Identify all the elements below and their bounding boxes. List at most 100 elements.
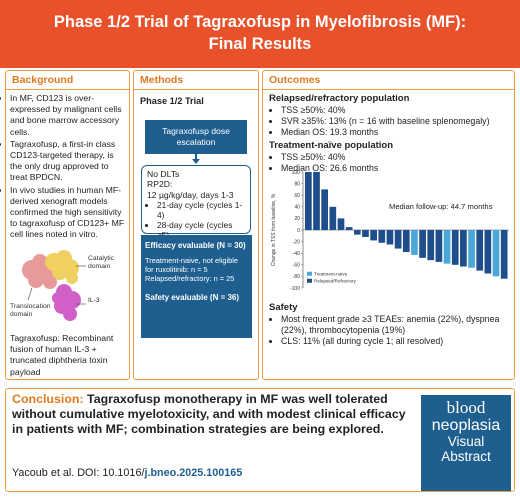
background-bullets: In MF, CD123 is over-expressed by malign… bbox=[6, 90, 129, 241]
blood-neoplasia-logo: blood neoplasia Visual Abstract bbox=[421, 395, 511, 491]
y-tick-label: -80 bbox=[293, 274, 300, 280]
waterfall-bar bbox=[419, 230, 426, 258]
background-panel: Background In MF, CD123 is over-expresse… bbox=[5, 70, 130, 380]
outcomes-body: Relapsed/refractory population TSS ≥50%:… bbox=[263, 90, 514, 174]
tn-heading: Treatment-naïve population bbox=[269, 140, 394, 151]
rr-bullets: TSS ≥50%: 40% SVR ≥35%: 13% (n = 16 with… bbox=[269, 105, 508, 138]
y-tick-label: 20 bbox=[294, 216, 300, 222]
safety-evaluable-title: Safety evaluable (N = 36) bbox=[145, 293, 240, 302]
waterfall-bar bbox=[402, 230, 410, 253]
methods-subheading: Phase 1/2 Trial bbox=[140, 96, 204, 106]
safety-bullet: Most frequent grade ≥3 TEAEs: anemia (22… bbox=[281, 314, 514, 336]
rp2d-dose: 12 µg/kg/day, days 1-3 bbox=[147, 189, 234, 200]
y-tick-label: -20 bbox=[293, 239, 300, 245]
waterfall-bar bbox=[345, 227, 353, 230]
methods-panel: Methods Phase 1/2 Trial Tagraxofusp dose… bbox=[133, 70, 259, 380]
rr-heading: Relapsed/refractory population bbox=[269, 93, 410, 104]
safety-section: Safety Most frequent grade ≥3 TEAEs: ane… bbox=[263, 299, 520, 347]
logo-blood: blood bbox=[446, 398, 486, 417]
waterfall-bar bbox=[468, 230, 475, 268]
y-tick-label: 0 bbox=[297, 228, 300, 234]
waterfall-bar bbox=[329, 206, 337, 230]
y-tick-label: 100 bbox=[292, 170, 301, 176]
y-axis-label: Change in TSS from baseline, % bbox=[271, 193, 277, 266]
header-banner: Phase 1/2 Trial of Tagraxofusp in Myelof… bbox=[0, 0, 520, 68]
translocation-domain-label: Translocation domain bbox=[10, 303, 51, 318]
tss-waterfall-chart: Change in TSS from baseline, % 100 80 60 40 2… bbox=[271, 170, 509, 292]
waterfall-bar bbox=[313, 172, 320, 230]
legend-label: Relapsed/Refractory bbox=[314, 279, 357, 284]
median-follow-up-annotation: Median follow-up: 44.7 months bbox=[389, 202, 493, 211]
outcomes-panel: Outcomes Relapsed/refractory population … bbox=[262, 70, 515, 380]
rp2d-cycle-item: 21-day cycle (cycles 1-4) bbox=[157, 200, 245, 220]
y-tick-label: 60 bbox=[294, 193, 300, 199]
efficacy-treatment-naive: Treatment-naive, not eligible for ruxoli… bbox=[145, 256, 238, 274]
rp2d-label: RP2D: bbox=[147, 179, 173, 190]
efficacy-relapsed: Relapsed/refractory: n = 25 bbox=[145, 274, 235, 283]
y-tick-label: -40 bbox=[293, 251, 300, 257]
conclusion-text-block: Conclusion: Tagraxofusp monotherapy in M… bbox=[12, 392, 412, 438]
tagraxofusp-molecule-illustration bbox=[22, 250, 86, 321]
methods-heading: Methods bbox=[134, 71, 258, 90]
waterfall-bar bbox=[362, 230, 369, 237]
logo-neoplasia: neoplasia bbox=[431, 417, 501, 434]
title-line-2: Final Results bbox=[208, 35, 312, 53]
efficacy-box: Efficacy evaluable (N = 30) Treatment-na… bbox=[141, 235, 252, 338]
rr-bullet: SVR ≥35%: 13% (n = 16 with baseline sple… bbox=[281, 116, 508, 127]
y-tick-label: 40 bbox=[294, 205, 300, 211]
rr-bullet: TSS ≥50%: 40% bbox=[281, 105, 508, 116]
rp2d-no-dlts: No DLTs bbox=[147, 169, 180, 179]
waterfall-bar bbox=[394, 230, 402, 249]
logo-abstract: Abstract bbox=[441, 449, 491, 464]
tn-bullets: TSS ≥50%: 40% Median OS: 26.6 months bbox=[269, 152, 508, 174]
safety-bullets: Most frequent grade ≥3 TEAEs: anemia (22… bbox=[269, 314, 514, 347]
background-heading: Background bbox=[6, 71, 129, 90]
background-footnote: Tagraxofusp: Recombinant fusion of human… bbox=[10, 333, 114, 377]
waterfall-bar bbox=[451, 230, 459, 265]
waterfall-bar bbox=[500, 230, 508, 279]
tn-bullet: Median OS: 26.6 months bbox=[281, 163, 508, 174]
waterfall-bar bbox=[460, 230, 467, 267]
background-bullet: Tagraxofusp, a first-in class CD123-targ… bbox=[10, 139, 125, 184]
waterfall-bar bbox=[443, 230, 451, 264]
flow-arrow-head bbox=[192, 159, 200, 164]
waterfall-bar bbox=[435, 230, 443, 262]
conclusion-label: Conclusion: bbox=[12, 392, 84, 406]
safety-bullet: CLS: 11% (all during cycle 1; all resolv… bbox=[281, 336, 514, 347]
background-bullet: In vivo studies in human MF-derived xeno… bbox=[10, 185, 125, 241]
flow-arrow-line bbox=[195, 154, 197, 160]
waterfall-bar bbox=[492, 230, 500, 277]
waterfall-bar bbox=[321, 189, 329, 230]
citation-doi-link[interactable]: j.bneo.2025.100165 bbox=[144, 467, 243, 479]
dose-escalation-label: Tagraxofusp dose escalation bbox=[162, 126, 230, 147]
dose-escalation-box: Tagraxofusp dose escalation bbox=[145, 120, 247, 154]
y-tick-label: -100 bbox=[290, 286, 300, 292]
background-bullet: In MF, CD123 is over-expressed by malign… bbox=[10, 93, 125, 138]
legend-swatch bbox=[307, 278, 312, 283]
waterfall-bar bbox=[484, 230, 492, 274]
legend-label: Treatment-naive bbox=[314, 272, 348, 277]
title-line-1: Phase 1/2 Trial of Tagraxofusp in Myelof… bbox=[53, 13, 467, 31]
rp2d-box: No DLTs RP2D: 12 µg/kg/day, days 1-3 21-… bbox=[141, 165, 251, 240]
outcomes-heading: Outcomes bbox=[263, 71, 514, 90]
waterfall-bar bbox=[476, 230, 484, 271]
efficacy-title: Efficacy evaluable (N = 30) bbox=[145, 241, 246, 250]
y-tick-label: 80 bbox=[294, 181, 300, 187]
conclusion-panel: Conclusion: Tagraxofusp monotherapy in M… bbox=[5, 388, 515, 492]
waterfall-bar bbox=[370, 230, 377, 241]
waterfall-bar bbox=[378, 230, 386, 243]
waterfall-bar bbox=[305, 172, 312, 230]
citation: Yacoub et al. DOI: 10.1016/j.bneo.2025.1… bbox=[12, 467, 242, 479]
legend-swatch bbox=[307, 271, 312, 276]
waterfall-bar bbox=[427, 230, 435, 261]
waterfall-bar bbox=[337, 218, 345, 230]
tn-bullet: TSS ≥50%: 40% bbox=[281, 152, 508, 163]
waterfall-bar bbox=[386, 230, 394, 245]
y-tick-label: -60 bbox=[293, 263, 300, 269]
conclusion-text: Tagraxofusp monotherapy in MF was well t… bbox=[12, 392, 406, 437]
rr-bullet: Median OS: 19.3 months bbox=[281, 127, 508, 138]
waterfall-bar bbox=[353, 230, 361, 235]
citation-prefix: Yacoub et al. DOI: 10.1016/ bbox=[12, 467, 145, 479]
waterfall-bar bbox=[411, 230, 418, 255]
logo-visual: Visual bbox=[447, 434, 485, 449]
